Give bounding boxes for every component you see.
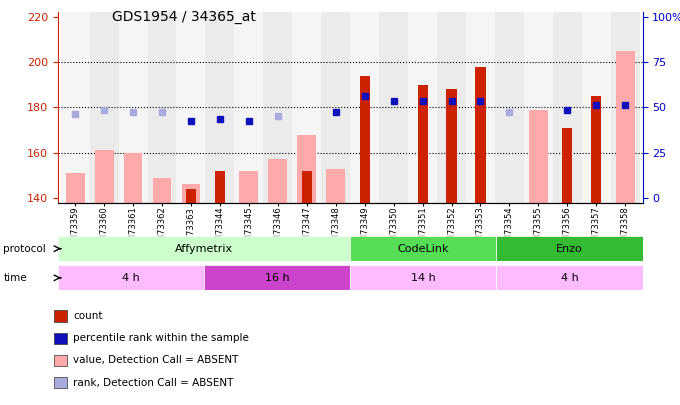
Bar [204, 265, 350, 290]
Text: percentile rank within the sample: percentile rank within the sample [73, 333, 250, 343]
Bar [205, 12, 235, 202]
Bar [496, 236, 643, 261]
Bar [292, 12, 321, 202]
Text: Enzo: Enzo [556, 244, 583, 254]
Bar [182, 184, 201, 202]
Bar [350, 265, 496, 290]
Text: time: time [3, 273, 27, 283]
Text: Affymetrix: Affymetrix [175, 244, 233, 254]
Bar [118, 12, 148, 202]
Bar [61, 12, 90, 202]
Bar [263, 12, 292, 202]
Text: rank, Detection Call = ABSENT: rank, Detection Call = ABSENT [73, 378, 234, 388]
Bar [215, 171, 225, 202]
Text: 14 h: 14 h [411, 273, 436, 283]
Bar [591, 96, 601, 202]
Bar [326, 168, 345, 202]
Bar [269, 160, 287, 202]
Text: 16 h: 16 h [265, 273, 290, 283]
Bar [350, 12, 379, 202]
Bar [152, 177, 171, 202]
Bar [466, 12, 495, 202]
Bar [379, 12, 408, 202]
Bar [611, 12, 640, 202]
Bar [177, 12, 205, 202]
Bar [95, 150, 114, 202]
Bar [186, 189, 196, 202]
Text: protocol: protocol [3, 244, 46, 254]
Bar [239, 171, 258, 202]
Text: 4 h: 4 h [122, 273, 140, 283]
Bar [437, 12, 466, 202]
Text: GDS1954 / 34365_at: GDS1954 / 34365_at [112, 10, 256, 24]
Bar [360, 76, 370, 202]
Bar [350, 236, 496, 261]
Bar [124, 153, 143, 202]
Bar [524, 12, 553, 202]
Text: count: count [73, 311, 103, 321]
Bar [616, 51, 634, 202]
Bar [582, 12, 611, 202]
Bar [297, 134, 316, 202]
Bar [66, 173, 84, 202]
Bar [148, 12, 177, 202]
Bar [562, 128, 573, 202]
Text: 4 h: 4 h [560, 273, 579, 283]
Text: CodeLink: CodeLink [398, 244, 449, 254]
Bar [475, 66, 486, 202]
Bar [58, 265, 204, 290]
Bar [418, 85, 428, 202]
Bar [447, 89, 456, 202]
Bar [58, 236, 350, 261]
Bar [235, 12, 263, 202]
Bar [302, 171, 312, 202]
Bar [408, 12, 437, 202]
Bar [495, 12, 524, 202]
Bar [321, 12, 350, 202]
Bar [90, 12, 118, 202]
Text: value, Detection Call = ABSENT: value, Detection Call = ABSENT [73, 356, 239, 365]
Bar [553, 12, 582, 202]
Bar [529, 110, 548, 202]
Bar [496, 265, 643, 290]
